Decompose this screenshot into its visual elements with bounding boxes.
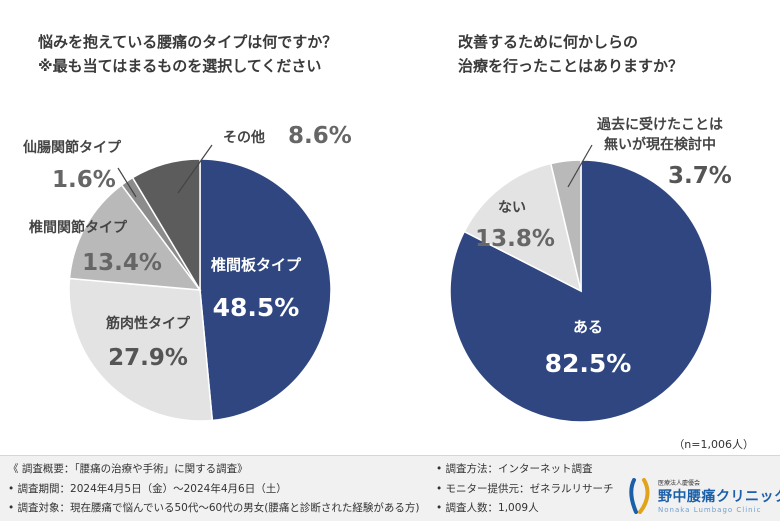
pie0-value-3: 1.6% [52, 167, 116, 193]
pie1-label-2-0: 過去に受けたことは [596, 116, 723, 133]
left-title-line2: ※最も当てはまるものを選択してください [38, 57, 322, 75]
clinic-logo: 医療法人慶優会 野中腰痛クリニック Nonaka Lumbago Clinic [628, 478, 780, 518]
left-title-line1: 悩みを抱えている腰痛のタイプは何ですか？ [38, 33, 338, 51]
pie0-label-0: 椎間板タイプ [211, 256, 302, 274]
footer-note-survey-method: • 調査方法：インターネット調査 [436, 463, 593, 475]
pie1-slice-1 [463, 162, 583, 293]
footer-note-respondents: • 調査人数：1,009人 [436, 502, 539, 514]
pie1-label-0: ある [573, 318, 603, 336]
right-title-line1: 改善するために何かしらの [458, 33, 639, 51]
pie0-leader-4 [177, 144, 213, 194]
pie0-slice-2 [68, 183, 202, 291]
pie1-label-1: ない [498, 200, 526, 216]
pie0-value-4: 8.6% [288, 123, 352, 149]
pie1-leader-2 [567, 144, 593, 188]
clinic-logo-name: 野中腰痛クリニック [658, 489, 780, 505]
pie1-slice-2 [549, 159, 582, 292]
footer-note-survey-period: • 調査期間：2024年4月5日（金）～2024年4月6日（土） [8, 483, 287, 495]
pie0-leader-3 [117, 167, 137, 198]
footer-note-survey-overview: 《 調査概要：「腰痛の治療や手術」に関する調査》 [8, 463, 248, 475]
footer-note-monitor-provider: • モニター提供元：ゼネラルリサーチ [436, 483, 614, 495]
pie0-label-3: 仙腸関節タイプ [23, 139, 122, 156]
pie0-slice-0 [199, 158, 332, 422]
right-chart-title: 改善するために何かしらの 治療を行ったことはありますか？ [458, 30, 683, 78]
clinic-logo-roman: Nonaka Lumbago Clinic [658, 506, 762, 514]
pie1-value-1: 13.8% [475, 226, 555, 252]
pie1-value-2: 3.7% [668, 163, 732, 189]
pie0-label-1: 筋肉性タイプ [106, 315, 191, 332]
left-chart-title: 悩みを抱えている腰痛のタイプは何ですか？ ※最も当てはまるものを選択してください [38, 30, 337, 78]
pie1-label-2-1: 無いが現在検討中 [604, 136, 716, 153]
footer-note-survey-target: • 調査対象：現在腰痛で悩んでいる50代〜60代の男女(腰痛と診断された経験があ… [8, 502, 420, 514]
pie1-value-0: 82.5% [545, 349, 632, 378]
clinic-logo-icon [629, 478, 650, 514]
pie0-slice-4 [131, 158, 201, 293]
sample-size-label: （n=1,006人） [673, 438, 754, 451]
pie0-label-4: その他 [223, 129, 265, 146]
pie0-value-1: 27.9% [108, 345, 188, 371]
pie0-value-0: 48.5% [213, 293, 300, 322]
pie0-label-2: 椎間関節タイプ [28, 219, 128, 236]
pie0-slice-1 [68, 277, 214, 422]
clinic-logo-corp: 医療法人慶優会 [658, 480, 701, 487]
right-title-line2: 治療を行ったことはありますか？ [458, 57, 684, 75]
pie0-value-2: 13.4% [82, 250, 162, 276]
footer-panel [0, 455, 780, 521]
